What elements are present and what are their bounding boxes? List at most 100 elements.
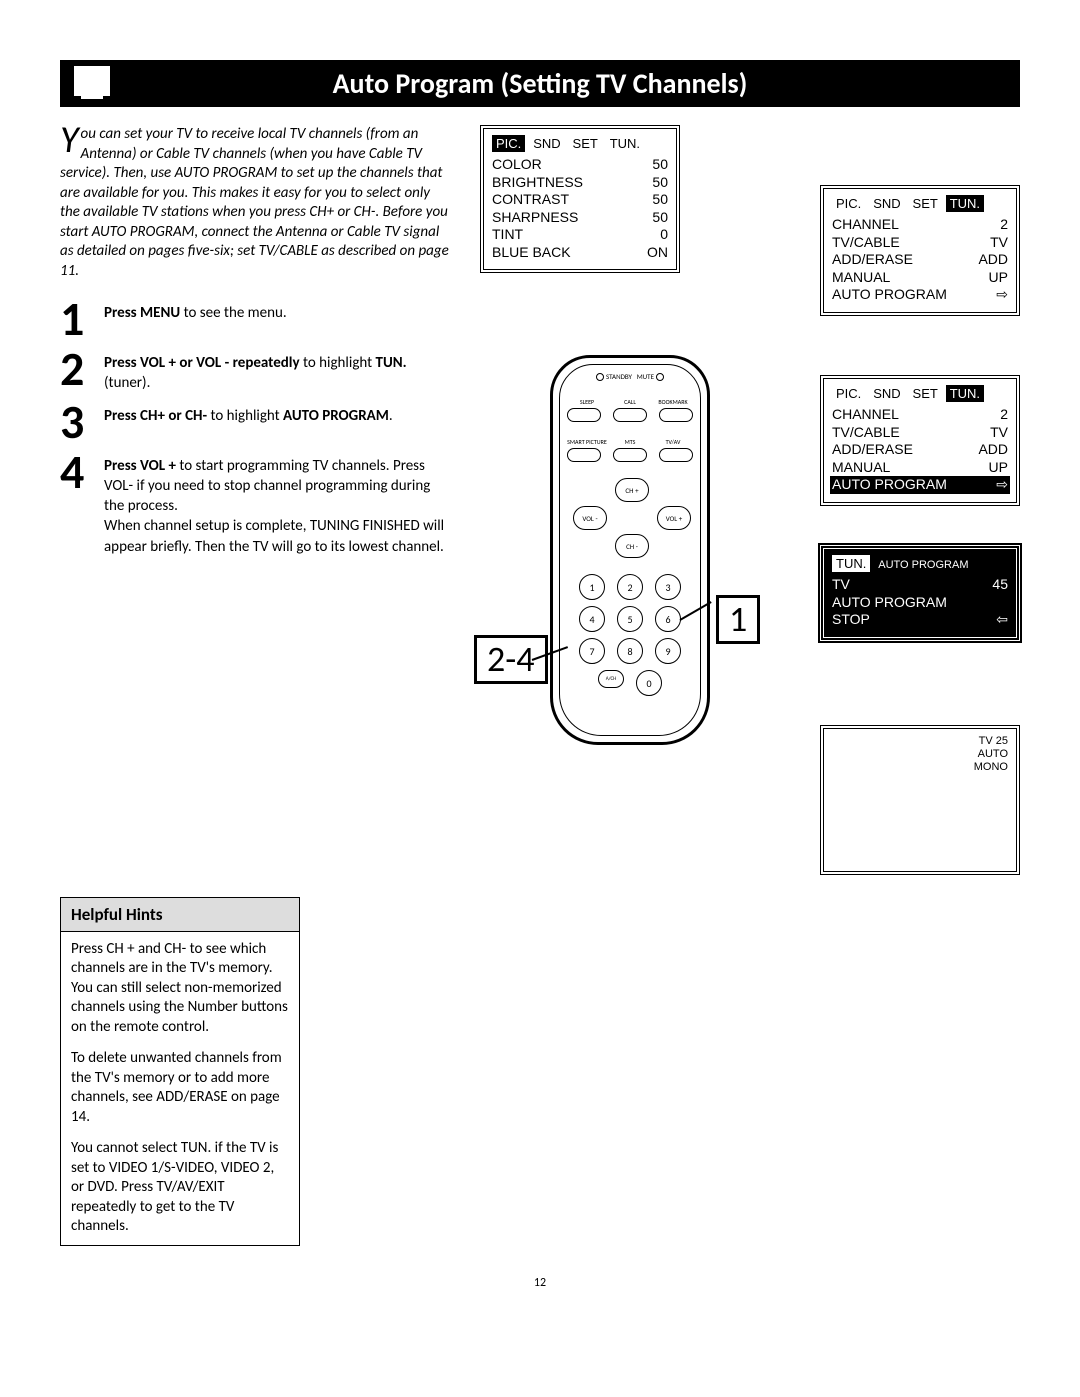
step: 3Press CH+ or CH- to highlight AUTO PROG… <box>60 400 450 444</box>
osd-tun-menu: PIC. SND SET TUN. CHANNEL2TV/CABLETVADD/… <box>820 185 1020 316</box>
osd-subtitle: AUTO PROGRAM <box>878 559 968 571</box>
step-body: Press VOL + or VOL - repeatedly to highl… <box>104 347 450 394</box>
ch-minus-button[interactable]: CH - <box>615 534 649 558</box>
remote-button[interactable] <box>613 448 647 462</box>
num-button[interactable]: 3 <box>655 574 681 600</box>
tab-tun: TUN. <box>832 555 870 572</box>
num-button[interactable]: 9 <box>655 638 681 664</box>
osd-tabs: PIC. SND SET TUN. <box>492 135 668 152</box>
remote-numpad: 123 456 789 A/CH 0 <box>579 574 681 702</box>
hints-title: Helpful Hints <box>61 898 299 932</box>
osd-row: MANUALUP <box>832 459 1008 477</box>
step-number: 1 <box>60 297 104 341</box>
step-body: Press VOL + to start programming TV chan… <box>104 450 450 557</box>
remote-dpad: CH + CH - VOL - VOL + <box>553 478 707 578</box>
osd-tab: TUN. <box>946 195 984 212</box>
osd-row: BRIGHTNESS50 <box>492 174 668 192</box>
osd-row: CONTRAST50 <box>492 191 668 209</box>
osd-tab: SND <box>529 135 564 152</box>
osd-tab: SET <box>909 195 942 212</box>
remote-label: SLEEP <box>567 398 607 406</box>
callout-1: 1 <box>716 595 760 644</box>
callout-2-4: 2-4 <box>474 635 548 684</box>
osd-tabs: PIC. SND SET TUN. <box>832 195 1008 212</box>
osd-rows: CHANNEL2TV/CABLETVADD/ERASEADDMANUALUPAU… <box>832 406 1008 494</box>
num-button[interactable]: 6 <box>655 606 681 632</box>
vol-minus-button[interactable]: VOL - <box>573 506 607 530</box>
osd-row: AUTO PROGRAM <box>832 594 1008 612</box>
hints-body: Press CH + and CH- to see which channels… <box>61 932 299 1245</box>
num-button[interactable]: 5 <box>617 606 643 632</box>
remote-button[interactable] <box>659 408 693 422</box>
remote-buttons-row2 <box>567 448 693 462</box>
remote-labels-row1: SLEEPCALLBOOKMARK <box>567 398 693 406</box>
num-button[interactable]: 7 <box>579 638 605 664</box>
right-column: PIC. SND SET TUN. COLOR50BRIGHTNESS50CON… <box>480 125 1020 1246</box>
osd-tabs: PIC. SND SET TUN. <box>832 385 1008 402</box>
intro-paragraph: You can set your TV to receive local TV … <box>60 125 450 281</box>
osd-tab: SET <box>569 135 602 152</box>
mute-button[interactable] <box>656 373 664 381</box>
intro-text: ou can set your TV to receive local TV c… <box>60 125 449 280</box>
osd-row: TV/CABLETV <box>832 424 1008 442</box>
osd-auto-program-progress: TUN. AUTO PROGRAM TV45AUTO PROGRAMSTOP⇦ <box>820 545 1020 641</box>
osd-row: SHARPNESS50 <box>492 209 668 227</box>
remote-buttons-row1 <box>567 408 693 422</box>
page-title: Auto Program (Setting TV Channels) <box>333 66 748 101</box>
osd-row: CHANNEL2 <box>832 406 1008 424</box>
osd-tab: TUN. <box>606 135 644 152</box>
page-number: 12 <box>60 1276 1020 1290</box>
remote-label: BOOKMARK <box>653 398 693 406</box>
num-button[interactable]: 4 <box>579 606 605 632</box>
osd-row: BLUE BACKON <box>492 244 668 262</box>
step: 4Press VOL + to start programming TV cha… <box>60 450 450 557</box>
remote-label: TV/AV <box>653 438 693 446</box>
osd-pic-menu: PIC. SND SET TUN. COLOR50BRIGHTNESS50CON… <box>480 125 680 273</box>
osd-row: COLOR50 <box>492 156 668 174</box>
step-number: 4 <box>60 450 104 557</box>
osd-tab: SND <box>869 195 904 212</box>
osd-row: TV45 <box>832 576 1008 594</box>
osd-row: ADD/ERASEADD <box>832 251 1008 269</box>
remote-button[interactable] <box>567 408 601 422</box>
remote-label: SMART PICTURE <box>567 438 607 446</box>
osd-row: AUTO PROGRAM⇨ <box>832 286 1008 304</box>
num-button[interactable]: 2 <box>617 574 643 600</box>
osd-rows: COLOR50BRIGHTNESS50CONTRAST50SHARPNESS50… <box>492 156 668 261</box>
osd-tun-menu-highlighted: PIC. SND SET TUN. CHANNEL2TV/CABLETVADD/… <box>820 375 1020 506</box>
hint-paragraph: You cannot select TUN. if the TV is set … <box>71 1139 289 1237</box>
step-number: 3 <box>60 400 104 444</box>
ch-plus-button[interactable]: CH + <box>615 478 649 502</box>
remote-label: MTS <box>610 438 650 446</box>
osd-tab: PIC. <box>492 135 525 152</box>
left-column: You can set your TV to receive local TV … <box>60 125 450 1246</box>
remote-label: CALL <box>610 398 650 406</box>
tv-icon <box>74 66 110 96</box>
step-number: 2 <box>60 347 104 394</box>
page-title-bar: Auto Program (Setting TV Channels) <box>60 60 1020 107</box>
osd-tab: PIC. <box>832 195 865 212</box>
osd-tv-status: TV 25AUTOMONO <box>820 725 1020 875</box>
osd-tab: TUN. <box>946 385 984 402</box>
remote-button[interactable] <box>613 408 647 422</box>
step: 2Press VOL + or VOL - repeatedly to high… <box>60 347 450 394</box>
hint-paragraph: Press CH + and CH- to see which channels… <box>71 940 289 1038</box>
helpful-hints-box: Helpful Hints Press CH + and CH- to see … <box>60 897 300 1246</box>
remote-labels-row2: SMART PICTUREMTSTV/AV <box>567 438 693 446</box>
osd-row: CHANNEL2 <box>832 216 1008 234</box>
osd-tab: PIC. <box>832 385 865 402</box>
ach-button[interactable]: A/CH <box>598 670 624 688</box>
osd-row: TINT0 <box>492 226 668 244</box>
num-button[interactable]: 8 <box>617 638 643 664</box>
remote-button[interactable] <box>567 448 601 462</box>
remote-button[interactable] <box>659 448 693 462</box>
osd-row: TV/CABLETV <box>832 234 1008 252</box>
remote-control: STANDBY MUTE SLEEPCALLBOOKMARK SMART PIC… <box>550 355 710 745</box>
num-button[interactable]: 1 <box>579 574 605 600</box>
osd-row: MANUALUP <box>832 269 1008 287</box>
osd-rows: CHANNEL2TV/CABLETVADD/ERASEADDMANUALUPAU… <box>832 216 1008 304</box>
osd-row: STOP⇦ <box>832 611 1008 629</box>
num-button[interactable]: 0 <box>636 670 662 696</box>
vol-plus-button[interactable]: VOL + <box>657 506 691 530</box>
mute-label: MUTE <box>637 372 654 381</box>
